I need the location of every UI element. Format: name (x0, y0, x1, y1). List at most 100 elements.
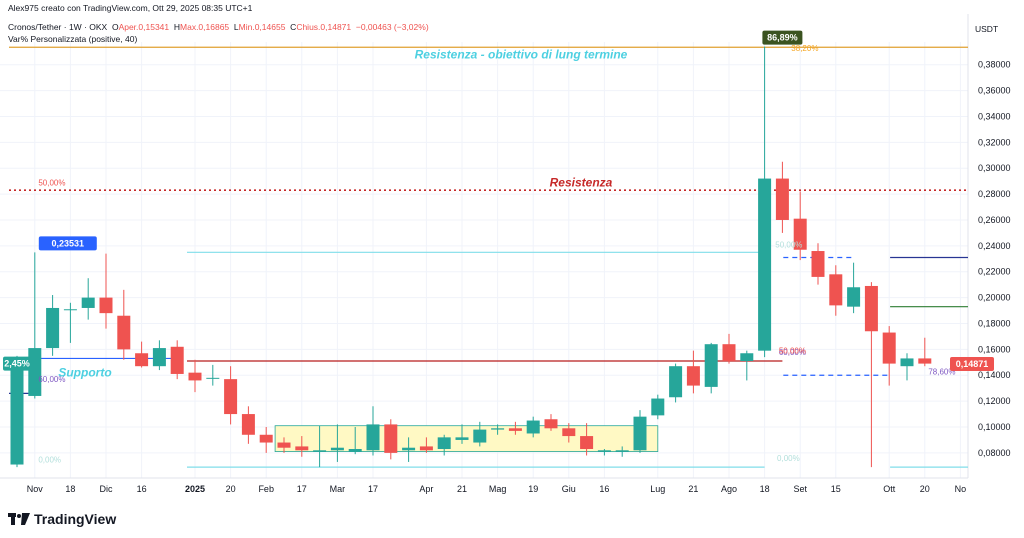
x-tick-label: Feb (258, 484, 274, 494)
candle-body (402, 447, 416, 451)
x-tick-label: 18 (760, 484, 770, 494)
candle-body (366, 424, 380, 451)
close-value: Chius.0,14871 (296, 22, 352, 32)
candle-body (81, 297, 95, 308)
y-tick-label: 0,12000 (978, 396, 1011, 406)
open-label: O (111, 22, 119, 32)
y-tick-label: 0,22000 (978, 267, 1011, 277)
price-badges: 0,23531 86,89% 2,45% 0,14871 (3, 30, 994, 371)
indicator-label: Var% Personalizzata (positive, 40) (8, 34, 138, 44)
candle-body (740, 353, 754, 362)
candles (10, 46, 932, 468)
candle-body (437, 437, 451, 450)
tradingview-logo: TradingView (8, 510, 116, 528)
x-tick-label: Lug (650, 484, 665, 494)
candle-body (330, 447, 344, 451)
candle-body (419, 446, 433, 451)
candle-body (28, 348, 42, 396)
brand-name: TradingView (34, 511, 117, 527)
y-tick-label: 0,30000 (978, 163, 1011, 173)
annotation-text: Supporto (58, 366, 111, 380)
candle-body (722, 344, 736, 362)
x-tick-label: 20 (226, 484, 236, 494)
author-line: Alex975 creato con TradingView.com, Ott … (8, 3, 253, 13)
candle-body (46, 307, 60, 349)
candle-body (63, 309, 77, 311)
candle-body (864, 285, 878, 332)
candle-body (99, 297, 113, 314)
y-tick-label: 0,32000 (978, 137, 1011, 147)
x-tick-label: Apr (419, 484, 433, 494)
price-badge-text: 2,45% (4, 359, 30, 369)
candle-body (491, 428, 505, 430)
candle-body (918, 358, 932, 364)
candle-body (473, 429, 487, 443)
x-tick-label: 20 (920, 484, 930, 494)
annotations: Resistenza - obiettivo di lung termine Re… (58, 47, 627, 379)
candle-body (224, 379, 238, 415)
candle-body (758, 178, 772, 351)
percent-label: 78,60% (928, 367, 955, 376)
percent-label: 0,00% (38, 455, 61, 464)
ohlc-legend: Cronos/Tether · 1W · OKX OAper.0,15341 H… (8, 22, 429, 32)
candle-body (669, 366, 683, 398)
candle-body (811, 251, 825, 277)
x-tick-label: Ott (883, 484, 896, 494)
y-tick-label: 0,36000 (978, 86, 1011, 96)
percent-labels: 38,20%50,00%60,00%0,00% 0,00%60,00%50,00%… (38, 44, 955, 464)
candle-body (117, 315, 131, 350)
price-badge (950, 356, 994, 371)
candle-body (544, 419, 558, 429)
candle-body (686, 366, 700, 386)
symbol-label: Cronos/Tether · 1W · OKX (8, 22, 108, 32)
x-tick-label: 15 (831, 484, 841, 494)
percent-label: 50,00% (775, 241, 802, 250)
price-badge-text: 86,89% (767, 33, 798, 43)
y-tick-label: 0,16000 (978, 344, 1011, 354)
candle-body (775, 178, 789, 220)
candle-body (384, 424, 398, 453)
x-axis-labels: Nov 18 Dic 16 2025 20 Feb 17 Mar 17 Apr 21 Mag 19 Giu 1… (27, 484, 966, 494)
x-tick-label: 17 (297, 484, 307, 494)
high-value: Max.0,16865 (180, 22, 230, 32)
x-tick-label: 21 (457, 484, 467, 494)
candle-body (259, 434, 273, 443)
y-tick-label: 0,14000 (978, 370, 1011, 380)
x-tick-label: Mag (489, 484, 507, 494)
annotation-text: Resistenza (550, 175, 613, 189)
candle-body (882, 332, 896, 364)
candle-body (704, 344, 718, 387)
currency-label: USDT (975, 24, 999, 34)
close-label: C (290, 22, 297, 32)
x-tick-label: Mar (330, 484, 346, 494)
range-box (274, 425, 659, 452)
x-tick-label: Nov (27, 484, 44, 494)
candle-body (597, 450, 611, 452)
high-label: H (173, 22, 181, 32)
candle-body (152, 348, 166, 367)
candle-body (277, 442, 291, 448)
price-badge-text: 0,23531 (52, 238, 85, 248)
candle-body (562, 428, 576, 437)
x-tick-label: 19 (528, 484, 538, 494)
x-tick-label: Ago (721, 484, 737, 494)
x-tick-label: 16 (137, 484, 147, 494)
percent-label: 0,00% (777, 454, 800, 463)
x-tick-label: 2025 (185, 484, 205, 494)
candle-body (313, 450, 327, 452)
change-value: −0,00463 (−3,02%) (355, 22, 429, 32)
x-tick-label: 18 (65, 484, 75, 494)
candle-body (508, 428, 522, 431)
y-tick-label: 0,26000 (978, 215, 1011, 225)
low-value: Min.0,14655 (238, 22, 286, 32)
x-tick-label: 16 (599, 484, 609, 494)
x-tick-label: 17 (368, 484, 378, 494)
x-tick-label: 21 (688, 484, 698, 494)
candle-body (615, 450, 629, 452)
x-tick-label: Giu (562, 484, 576, 494)
percent-label: 60,00% (38, 375, 65, 384)
tradingview-icon (8, 513, 30, 525)
percent-label: 38,20% (791, 44, 818, 53)
candle-body (188, 372, 202, 381)
